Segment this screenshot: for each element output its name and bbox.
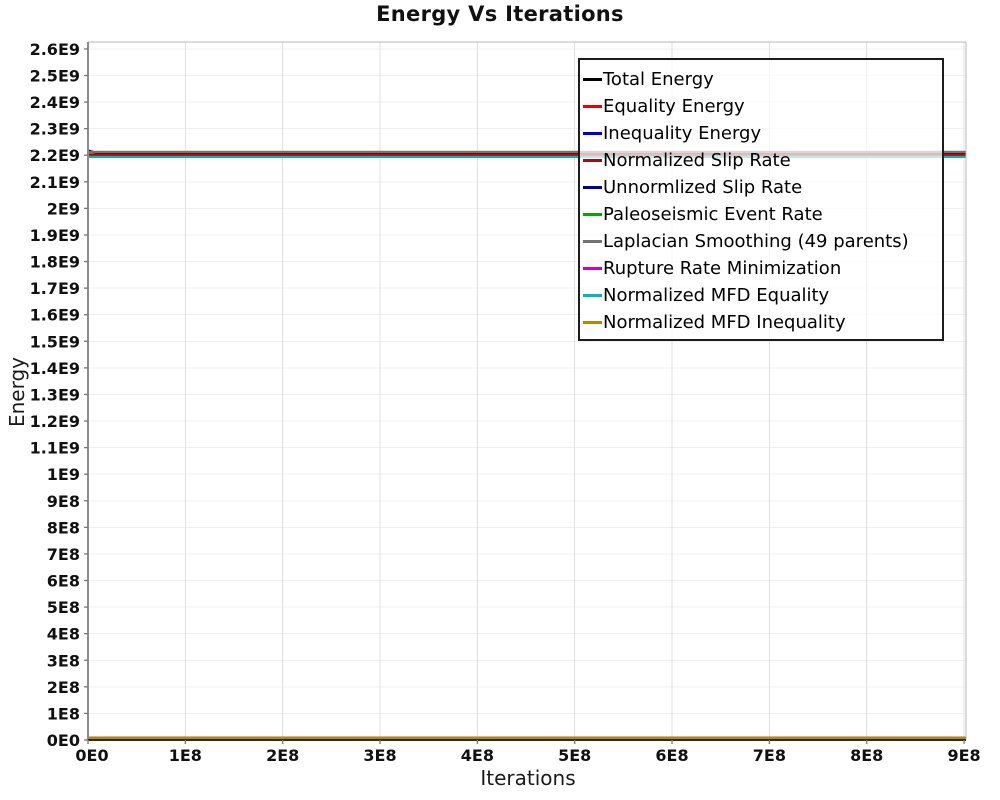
y-tick-label: 1.5E9 (30, 332, 80, 351)
legend-item-6: Laplacian Smoothing (49 parents) (580, 228, 942, 255)
legend-label: Equality Energy (603, 96, 745, 117)
y-tick-label: 2.2E9 (30, 146, 80, 165)
legend-label: Normalized MFD Inequality (603, 312, 846, 333)
legend-label: Total Energy (603, 69, 714, 90)
y-tick-label: 1E8 (47, 704, 80, 723)
legend-label: Paleoseismic Event Rate (603, 204, 823, 225)
legend-line-swatch (583, 213, 602, 216)
y-tick-label: 2E9 (47, 199, 80, 218)
x-tick-label: 3E8 (363, 746, 396, 765)
x-tick-label: 8E8 (850, 746, 883, 765)
legend-line-swatch (583, 78, 602, 81)
legend-label: Normalized MFD Equality (603, 285, 830, 306)
legend-item-5: Paleoseismic Event Rate (580, 201, 942, 228)
legend-line-swatch (583, 105, 602, 108)
legend-line-swatch (583, 321, 602, 324)
y-tick-label: 1.2E9 (30, 412, 80, 431)
legend-line-swatch (583, 267, 602, 270)
y-tick-label: 1.8E9 (30, 253, 80, 272)
x-tick-label: 6E8 (655, 746, 688, 765)
legend-label: Inequality Energy (603, 123, 762, 144)
legend-item-4: Unnormlized Slip Rate (580, 174, 942, 201)
legend-item-2: Inequality Energy (580, 120, 942, 147)
legend-item-8: Normalized MFD Equality (580, 282, 942, 309)
x-tick-label: 2E8 (266, 746, 299, 765)
y-tick-label: 9E8 (47, 492, 80, 511)
x-tick-label: 5E8 (558, 746, 591, 765)
y-tick-label: 1.4E9 (30, 359, 80, 378)
x-axis-label: Iterations (480, 766, 576, 790)
legend-line-swatch (583, 159, 602, 162)
y-tick-label: 2.6E9 (30, 40, 80, 59)
legend-line-swatch (583, 294, 602, 297)
legend-label: Rupture Rate Minimization (603, 258, 842, 279)
y-tick-label: 1.1E9 (30, 439, 80, 458)
y-tick-label: 2E8 (47, 678, 80, 697)
y-tick-label: 0E0 (47, 731, 80, 750)
y-tick-label: 6E8 (47, 572, 80, 591)
y-tick-label: 1.7E9 (30, 279, 80, 298)
y-tick-label: 5E8 (47, 598, 80, 617)
chart-title: Energy Vs Iterations (376, 2, 624, 26)
y-tick-label: 1.9E9 (30, 226, 80, 245)
y-tick-label: 3E8 (47, 651, 80, 670)
y-tick-label: 2.5E9 (30, 66, 80, 85)
y-tick-label: 1.6E9 (30, 306, 80, 325)
y-tick-label: 7E8 (47, 545, 80, 564)
y-tick-label: 4E8 (47, 625, 80, 644)
y-tick-label: 1E9 (47, 465, 80, 484)
y-tick-label: 8E8 (47, 518, 80, 537)
y-tick-label: 1.3E9 (30, 385, 80, 404)
legend-label: Unnormlized Slip Rate (603, 177, 803, 198)
legend-item-7: Rupture Rate Minimization (580, 255, 942, 282)
legend-item-9: Normalized MFD Inequality (580, 309, 942, 336)
y-axis-label: Energy (5, 356, 29, 428)
legend-line-swatch (583, 132, 602, 135)
x-tick-label: 1E8 (169, 746, 202, 765)
x-tick-label: 4E8 (461, 746, 494, 765)
x-tick-label: 0E0 (75, 746, 108, 765)
y-tick-label: 2.4E9 (30, 93, 80, 112)
legend-label: Laplacian Smoothing (49 parents) (603, 231, 909, 252)
legend-item-1: Equality Energy (580, 93, 942, 120)
y-tick-label: 2.3E9 (30, 120, 80, 139)
x-tick-label: 9E8 (947, 746, 980, 765)
legend-line-swatch (583, 186, 602, 189)
legend-box: Total Energy Equality Energy Inequality En… (578, 58, 944, 341)
y-tick-label: 2.1E9 (30, 173, 80, 192)
legend-item-0: Total Energy (580, 66, 942, 93)
legend-label: Normalized Slip Rate (603, 150, 791, 171)
x-tick-label: 7E8 (753, 746, 786, 765)
legend-item-3: Normalized Slip Rate (580, 147, 942, 174)
legend-line-swatch (583, 240, 602, 243)
